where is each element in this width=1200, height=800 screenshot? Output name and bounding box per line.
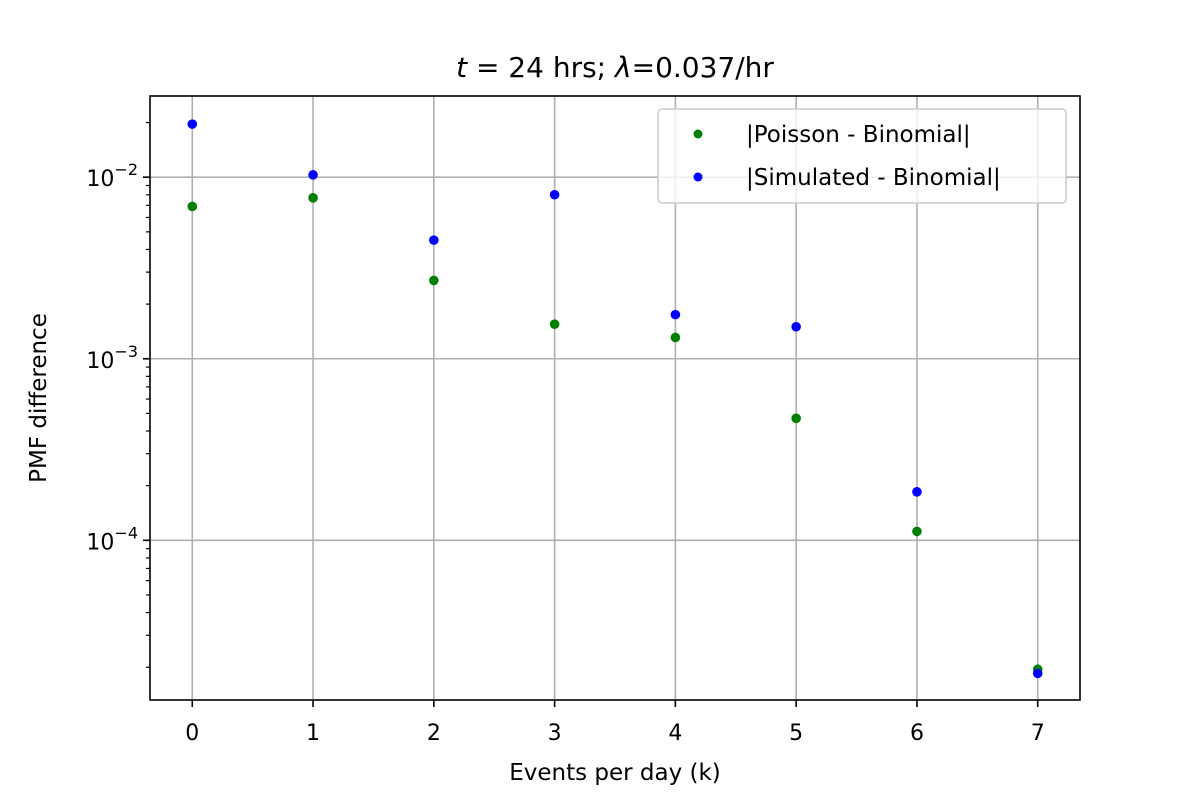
y-tick-label: 10−2	[86, 160, 138, 192]
x-tick-label: 5	[789, 721, 803, 746]
grid	[150, 96, 1080, 700]
series-1	[187, 119, 1043, 679]
legend-label-poisson: |Poisson - Binomial|	[746, 122, 971, 148]
data-point	[549, 189, 560, 200]
data-points	[187, 119, 1043, 679]
data-point	[1032, 668, 1043, 679]
title-rate: =0.037/hr	[632, 51, 775, 84]
title-variable-t: t	[456, 51, 468, 84]
y-tick-label: 10−4	[86, 523, 138, 555]
data-point	[670, 309, 681, 320]
x-tick-label: 6	[910, 721, 924, 746]
x-tick-label: 1	[306, 721, 320, 746]
legend-marker-poisson	[693, 129, 703, 139]
data-point	[429, 275, 439, 286]
x-tick-label: 0	[185, 721, 199, 746]
data-point	[791, 321, 801, 332]
axis-ticks: 0 1 2 3 4 5 6 7 10−4 10−3 10−2	[86, 121, 1045, 746]
data-point	[549, 319, 560, 329]
legend-box	[657, 108, 1067, 204]
x-axis-label: Events per day (k)	[509, 760, 721, 786]
x-tick-label: 7	[1031, 721, 1045, 746]
data-point	[912, 487, 922, 497]
x-tick-label: 3	[548, 721, 562, 746]
x-tick-label: 4	[668, 721, 682, 746]
data-point	[187, 201, 198, 212]
y-axis-label: PMF difference	[26, 313, 52, 483]
title-middle: = 24 hrs;	[467, 51, 615, 84]
data-point	[912, 526, 922, 537]
chart-title: t = 24 hrs; λ=0.037/hr	[456, 51, 774, 84]
legend-label-simulated: |Simulated - Binomial|	[746, 165, 1001, 191]
legend-marker-simulated	[693, 172, 703, 182]
plot-frame	[149, 95, 1081, 701]
data-point	[791, 413, 801, 424]
data-point	[308, 192, 318, 203]
legend: |Poisson - Binomial| |Simulated - Binomi…	[657, 108, 1067, 204]
data-point	[670, 332, 681, 343]
data-point	[187, 119, 198, 129]
x-tick-label: 2	[427, 721, 441, 746]
data-point	[308, 170, 318, 180]
y-tick-label: 10−3	[86, 342, 138, 374]
title-variable-lambda: λ	[613, 51, 632, 84]
data-point	[429, 235, 439, 245]
